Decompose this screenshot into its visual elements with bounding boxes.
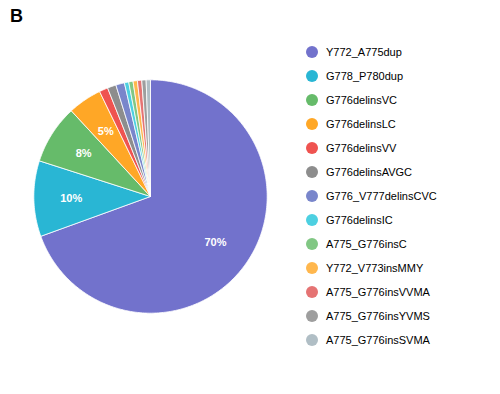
html-text:A775_G776insVVMA: A775_G776insVVMA <box>326 286 430 298</box>
html-text:G778_P780dup: G778_P780dup <box>326 70 404 82</box>
html-text:A775_G776insSVMA: A775_G776insSVMA <box>326 334 430 346</box>
html-text:Y772_A775dup: Y772_A775dup <box>326 46 402 58</box>
html-text:G776delinsIC: G776delinsIC <box>326 214 393 226</box>
html-text:G776_V777delinsCVC: G776_V777delinsCVC <box>326 190 437 202</box>
html-text:G776delinsLC: G776delinsLC <box>326 118 396 130</box>
html-text:G776delinsVV: G776delinsVV <box>326 142 397 154</box>
html-text:G776delinsVC: G776delinsVC <box>326 94 397 106</box>
svg-text:10%: 10% <box>60 192 82 204</box>
html-text:A775_G776insYVMS: A775_G776insYVMS <box>326 310 430 322</box>
html-text:B: B <box>10 6 23 26</box>
svg-text:5%: 5% <box>98 124 114 136</box>
svg-text:8%: 8% <box>76 147 92 159</box>
html-text:G776delinsAVGC: G776delinsAVGC <box>326 166 412 178</box>
svg-text:70%: 70% <box>204 236 226 248</box>
html-text:Y772_V773insMMY: Y772_V773insMMY <box>326 262 424 274</box>
html-text:A775_G776insC: A775_G776insC <box>326 238 407 250</box>
